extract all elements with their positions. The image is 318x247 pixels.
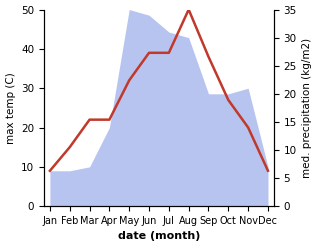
Y-axis label: med. precipitation (kg/m2): med. precipitation (kg/m2) bbox=[302, 38, 313, 178]
Y-axis label: max temp (C): max temp (C) bbox=[5, 72, 16, 144]
X-axis label: date (month): date (month) bbox=[118, 231, 200, 242]
